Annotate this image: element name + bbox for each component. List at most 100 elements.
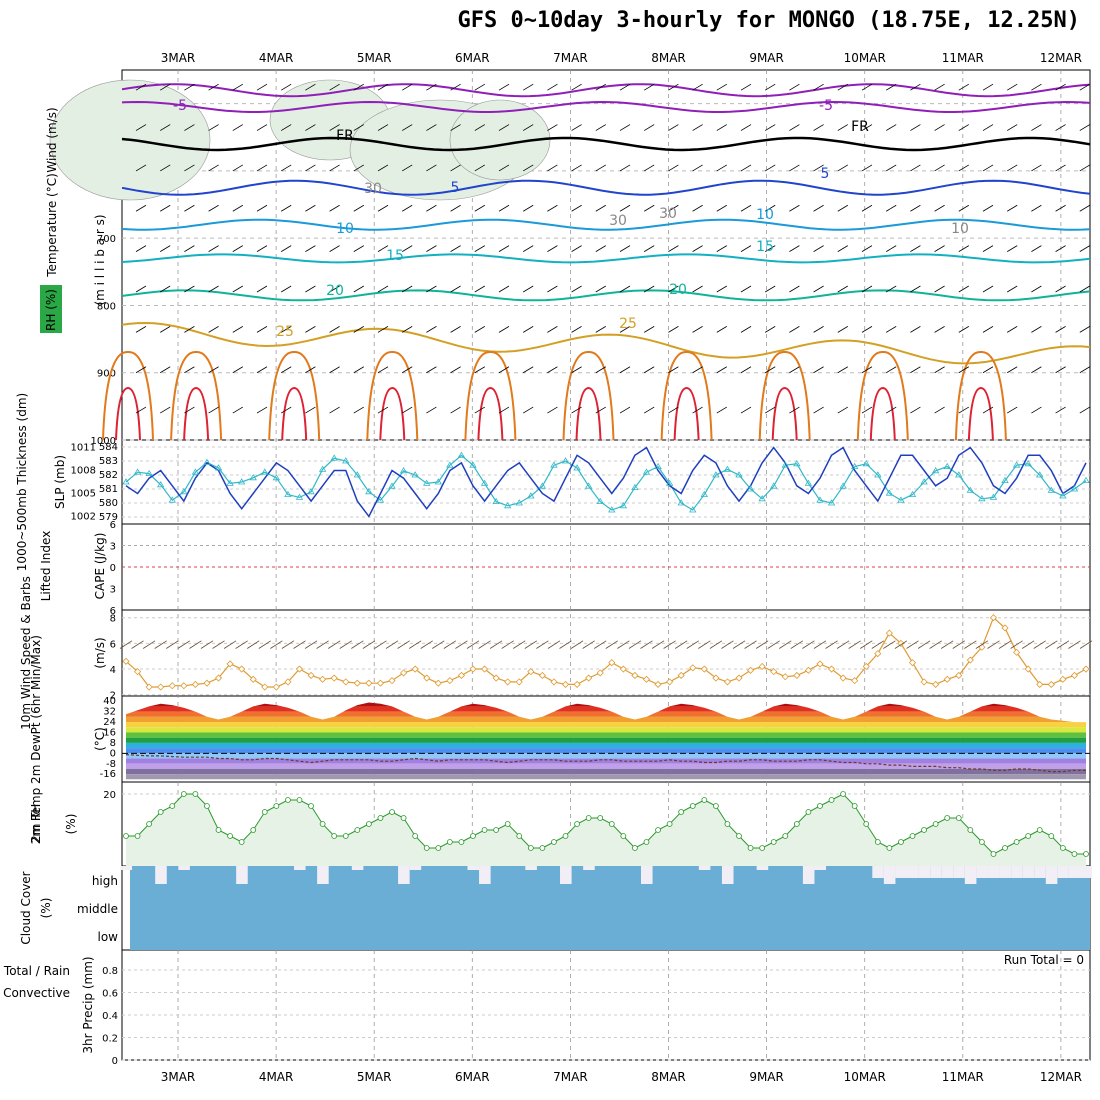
- wind-barb: [184, 245, 195, 252]
- contour-label: 30: [609, 213, 627, 229]
- wind10m-point: [446, 677, 454, 685]
- thickness-point: [538, 482, 547, 489]
- wind-barb: [813, 164, 824, 172]
- wind-barb: [135, 83, 147, 91]
- wind-barb: [692, 366, 703, 374]
- wind-barb: [668, 164, 679, 172]
- wind-barb: [571, 164, 582, 172]
- ylabel-slp: SLP (mb): [53, 455, 67, 509]
- wind-barb: [740, 406, 752, 414]
- wind-barb: [305, 245, 316, 252]
- wind10m-point: [214, 674, 223, 682]
- thickness-point: [180, 488, 188, 495]
- wind-barb: [522, 83, 534, 91]
- rh2m-point: [227, 833, 233, 839]
- contour-label: 10: [756, 207, 774, 223]
- wind-barb: [522, 245, 534, 252]
- wind10m-point: [1036, 680, 1044, 689]
- wind-barb: [861, 366, 873, 374]
- wind-barb: [619, 245, 631, 252]
- wind-barb: [208, 326, 219, 333]
- wind10m-barb: [779, 640, 792, 649]
- wind10m-barb: [732, 640, 746, 649]
- wind-barb: [934, 204, 945, 212]
- slp-tick: 1005: [71, 488, 96, 499]
- thickness-point: [342, 457, 350, 464]
- thickness-point: [156, 481, 165, 488]
- wind-barb: [1031, 285, 1042, 293]
- contour-label: 20: [669, 282, 687, 298]
- rh2m-point: [435, 845, 442, 851]
- thickness-point: [642, 468, 651, 475]
- date-label-top: 3MAR: [161, 51, 196, 65]
- ylabel-thickness: 1000~500mb Thickness (dm): [15, 393, 29, 571]
- ylabel-precip-units: 3hr Precip (mm): [81, 956, 95, 1053]
- temp-tick: 40: [103, 696, 116, 707]
- thickness-point: [689, 506, 697, 513]
- cloud-gap: [479, 866, 491, 884]
- wind-barb: [934, 326, 945, 333]
- wind-barb: [474, 285, 486, 293]
- wind-barb: [474, 366, 486, 374]
- wind-barb: [208, 366, 219, 374]
- pressure-tick: 900: [97, 369, 116, 380]
- wind-barb: [377, 204, 389, 212]
- wind-barb: [498, 326, 510, 333]
- wind-barb: [643, 164, 655, 172]
- wind-barb: [1006, 326, 1018, 333]
- wind-barb: [1055, 366, 1066, 374]
- wind-barb: [837, 83, 849, 91]
- wind-barb: [353, 204, 365, 212]
- wind-barb: [401, 406, 413, 414]
- thickness-tick: 584: [99, 442, 118, 453]
- wind10m-point: [376, 679, 385, 687]
- wind-barb: [764, 204, 776, 212]
- wind-barb: [1079, 245, 1091, 252]
- wind-barb: [426, 406, 437, 414]
- rh2m-point: [840, 791, 847, 797]
- wind10m-barb: [802, 640, 815, 649]
- wind10m-point: [284, 678, 292, 686]
- date-label-bottom: 5MAR: [357, 1070, 392, 1084]
- cloud-gap: [236, 866, 248, 884]
- wind10m-barb: [1079, 640, 1093, 649]
- ylabel-precip-total: Total / Rain: [3, 964, 70, 978]
- rh2m-point: [1013, 839, 1020, 845]
- date-label-bottom: 4MAR: [259, 1070, 294, 1084]
- wind10m-barb: [605, 640, 618, 649]
- wind-barb: [135, 406, 147, 414]
- wind-barb: [329, 285, 340, 293]
- temp-tick: 24: [103, 717, 116, 728]
- rh2m-point: [1002, 845, 1008, 851]
- date-label-bottom: 11MAR: [942, 1070, 984, 1084]
- cloud-gap: [467, 866, 480, 870]
- wind-barb: [813, 245, 824, 252]
- contour-30: [758, 351, 811, 441]
- temp-band: [126, 732, 1086, 738]
- thickness-point: [1070, 485, 1079, 492]
- cloud-gap: [918, 866, 931, 878]
- rh2m-point: [377, 815, 384, 821]
- wind-barb: [740, 164, 752, 172]
- wind-barb: [571, 83, 582, 91]
- rh2m-point: [400, 815, 407, 821]
- rh2m-point: [944, 815, 951, 821]
- wind10m-barb: [813, 640, 827, 649]
- wind-barb: [571, 245, 582, 252]
- wind-barb: [619, 406, 631, 414]
- isotherm-10: [121, 218, 1091, 231]
- wind10m-point: [1013, 648, 1021, 656]
- wind-barb: [522, 164, 534, 172]
- wind10m-point: [1047, 680, 1055, 689]
- contour-35: [869, 386, 896, 441]
- wind-barb: [305, 326, 316, 333]
- thickness-point: [978, 495, 986, 502]
- wind10m-barb: [281, 640, 295, 649]
- wind10m-barb: [721, 640, 734, 649]
- temp-band: [122, 696, 1090, 701]
- contour-label: 15: [756, 239, 774, 255]
- cloud-gap: [1080, 866, 1093, 878]
- wind-barb: [934, 366, 945, 374]
- wind-barb: [159, 326, 171, 333]
- precip-tick: 0.4: [102, 1011, 118, 1022]
